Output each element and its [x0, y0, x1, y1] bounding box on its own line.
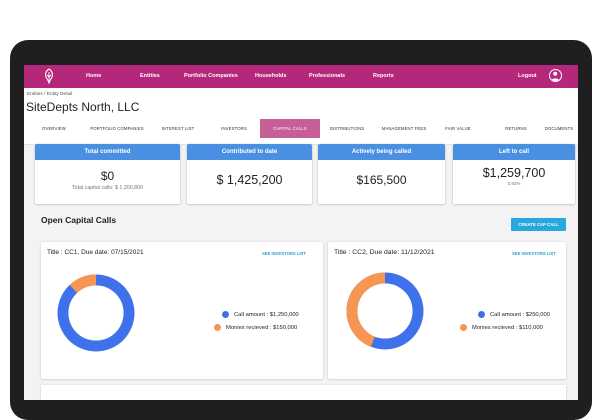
donut-chart	[57, 274, 135, 352]
kpi-label: Total committed	[35, 144, 180, 160]
kpi-total-committed: Total committed $0 Total capital calls: …	[35, 144, 180, 204]
create-cap-call-button[interactable]: CREATE CAP CALL	[511, 218, 566, 231]
donut-monies-arc	[346, 272, 386, 347]
logout-link[interactable]: Logout	[518, 73, 537, 79]
legend-monies-text: Monies recieved : $150,000	[226, 324, 298, 331]
breadcrumb-current: Entity Detail	[46, 92, 73, 97]
donut-hole	[357, 283, 413, 339]
nav-reports[interactable]: Reports	[373, 73, 394, 79]
donut-monies-arc	[69, 274, 97, 294]
tab-overview[interactable]: OVERVIEW	[42, 126, 66, 131]
legend-call-amount: Call amount : $250,000	[478, 311, 550, 318]
kpi-subtext: 0.92%	[507, 181, 521, 186]
tab-fair-value[interactable]: FAIR VALUE	[445, 126, 471, 131]
tab-returns[interactable]: RETURNS	[505, 126, 527, 131]
kpi-left-to-call: Left to call $1,259,700 0.92%	[453, 144, 575, 204]
call-title: Title : CC2, Due date: 11/12/2021	[334, 249, 435, 256]
top-nav: Home Entities Portfolio Companies Househ…	[24, 65, 578, 88]
legend-call-amount: Call amount : $1,250,000	[222, 311, 299, 318]
tab-interest-list[interactable]: INTEREST LIST	[161, 126, 195, 131]
breadcrumb: Entities / Entity Detail	[27, 92, 72, 97]
next-card-partial	[41, 385, 566, 400]
page-title: SiteDepts North, LLC	[26, 100, 140, 114]
tab-distributions[interactable]: DISTRIBUTIONS	[329, 126, 365, 131]
tab-capital-calls[interactable]: CAPITAL CALLS	[260, 119, 320, 138]
breadcrumb-separator: /	[44, 92, 46, 97]
kpi-label: Contributed to date	[187, 144, 312, 160]
app-screen: Home Entities Portfolio Companies Househ…	[24, 65, 578, 400]
nav-home[interactable]: Home	[86, 73, 102, 79]
entity-header: Entities / Entity Detail SiteDepts North…	[24, 88, 578, 145]
tab-bar: OVERVIEW PORTFOLIO COMPANIES INTEREST LI…	[24, 119, 578, 138]
kpi-label: Left to call	[453, 144, 575, 160]
kpi-actively-called: Actively being called $165,500	[318, 144, 445, 204]
user-avatar-icon[interactable]	[549, 69, 562, 82]
nav-entities[interactable]: Entities	[140, 73, 160, 79]
capital-call-card: Title : CC2, Due date: 11/12/2021 SEE IN…	[328, 242, 566, 379]
donut-hole	[68, 285, 124, 341]
legend-monies-text: Monies recieved : $110,000	[472, 324, 543, 331]
logo-icon[interactable]	[42, 68, 56, 84]
tab-management-fees[interactable]: MANAGEMENT FEES	[381, 126, 427, 131]
tab-investors[interactable]: INVESTORS	[221, 126, 247, 131]
nav-portfolio-companies[interactable]: Portfolio Companies	[184, 73, 238, 79]
legend-dot-blue	[222, 311, 229, 318]
legend-monies-received: Monies recieved : $110,000	[460, 324, 543, 331]
kpi-label: Actively being called	[318, 144, 445, 160]
kpi-value: $0	[100, 169, 115, 183]
capital-call-card: Title : CC1, Due date: 07/15/2021 SEE IN…	[41, 242, 323, 379]
kpi-subtext: Total capital calls: $ 1,200,800	[72, 185, 143, 191]
nav-households[interactable]: Households	[255, 73, 287, 79]
legend-monies-received: Monies recieved : $150,000	[214, 324, 297, 331]
nav-professionals[interactable]: Professionals	[309, 73, 346, 79]
kpi-contributed: Contributed to date $ 1,425,200	[187, 144, 312, 204]
legend-call-amount-text: Call amount : $1,250,000	[234, 311, 299, 318]
kpi-value: $165,500	[356, 173, 407, 187]
section-title: Open Capital Calls	[41, 215, 117, 225]
see-investors-link[interactable]: SEE INVESTORS LIST	[512, 251, 556, 256]
tab-documents[interactable]: DOCUMENTS	[544, 126, 574, 131]
kpi-value: $1,259,700	[482, 166, 546, 180]
legend-dot-orange	[214, 324, 221, 331]
donut-chart	[346, 272, 424, 350]
tab-portfolio-companies[interactable]: PORTFOLIO COMPANIES	[90, 126, 144, 131]
see-investors-link[interactable]: SEE INVESTORS LIST	[262, 251, 306, 256]
call-title: Title : CC1, Due date: 07/15/2021	[47, 249, 144, 256]
breadcrumb-root[interactable]: Entities	[27, 92, 43, 97]
kpi-value: $ 1,425,200	[216, 173, 283, 187]
legend-dot-orange	[460, 324, 467, 331]
legend-call-amount-text: Call amount : $250,000	[490, 311, 550, 318]
legend-dot-blue	[478, 311, 485, 318]
